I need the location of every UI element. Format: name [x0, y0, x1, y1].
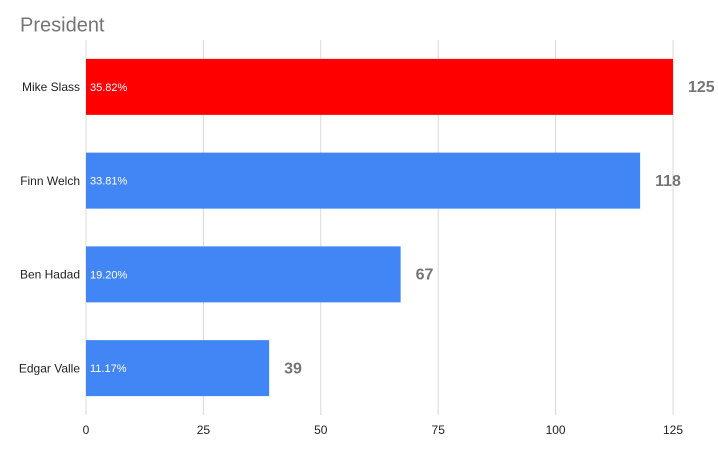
bar-share-label: 33.81%: [90, 176, 128, 188]
y-tick-label: Ben Hadad: [20, 268, 80, 282]
bar-share-label: 11.17%: [90, 363, 127, 375]
value-label: 118: [655, 173, 681, 190]
value-label: 67: [416, 267, 434, 284]
value-label: 125: [688, 79, 715, 96]
bar-share-label: 19.20%: [90, 269, 128, 281]
x-tick-label: 0: [83, 423, 90, 437]
x-tick-label: 25: [197, 423, 211, 437]
y-tick-label: Edgar Valle: [19, 361, 80, 375]
x-tick-label: 50: [314, 423, 328, 437]
value-label: 39: [284, 360, 302, 377]
y-tick-label: Finn Welch: [20, 174, 80, 188]
bar: [86, 246, 401, 303]
bar: [86, 58, 673, 115]
x-tick-label: 125: [663, 423, 683, 437]
x-tick-label: 75: [432, 423, 446, 437]
bar: [86, 340, 270, 397]
chart-title: President: [20, 14, 105, 36]
y-tick-label: Mike Slass: [22, 80, 80, 94]
x-tick-label: 100: [546, 423, 566, 437]
bar-share-label: 35.82%: [90, 82, 128, 94]
bar: [86, 152, 641, 209]
